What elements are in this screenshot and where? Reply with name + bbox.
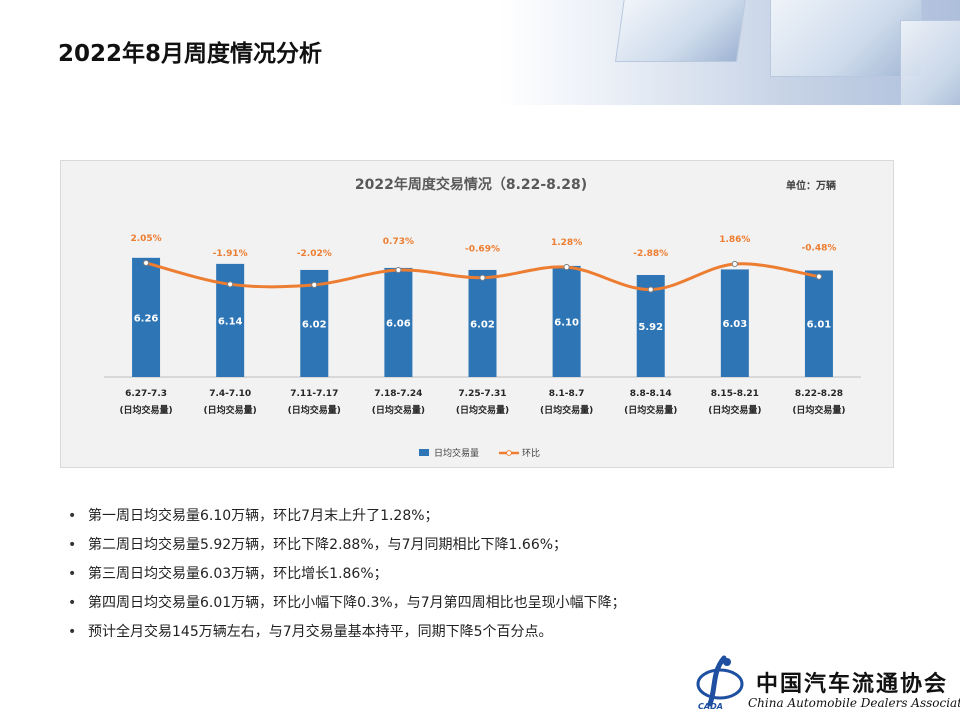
x-tick-sublabel: (日均交易量) <box>708 404 761 416</box>
line-value-label: -0.69% <box>465 245 500 255</box>
analysis-text: 第一周日均交易量6.10万辆，环比7月末上升了1.28%； <box>88 508 439 524</box>
bar <box>552 265 581 377</box>
x-tick-label: 7.11-7.17 <box>290 389 338 399</box>
cada-emblem-icon <box>696 655 744 707</box>
logo-name-en: China Automobile Dealers Association <box>748 696 960 710</box>
bar-value-label: 5.92 <box>638 322 663 333</box>
logo-name-cn: 中国汽车流通协会 <box>756 671 949 697</box>
x-tick-label: 8.15-8.21 <box>711 389 759 399</box>
chart-title: 2022年周度交易情况（8.22-8.28) <box>355 176 587 193</box>
bar-value-label: 6.02 <box>302 319 327 330</box>
analysis-item: • 第二周日均交易量5.92万辆，环比下降2.88%，与7月同期相比下降1.66%… <box>68 533 888 562</box>
bullet-dot: • <box>68 566 77 582</box>
bar-value-label: 6.02 <box>470 319 495 330</box>
bar-value-label: 6.26 <box>134 313 159 324</box>
analysis-item: • 预计全月交易145万辆左右，与7月交易量基本持平，同期下降5个百分点。 <box>68 620 888 649</box>
analysis-item: • 第一周日均交易量6.10万辆，环比7月末上升了1.28%； <box>68 504 888 533</box>
line-value-label: 2.05% <box>130 234 161 244</box>
bar <box>384 267 413 377</box>
bar <box>804 270 833 377</box>
x-tick-label: 7.4-7.10 <box>209 389 251 399</box>
x-tick-label: 8.8-8.14 <box>630 389 672 399</box>
analysis-text: 第二周日均交易量5.92万辆，环比下降2.88%，与7月同期相比下降1.66%； <box>88 537 568 553</box>
x-tick-label: 8.1-8.7 <box>549 389 585 399</box>
logo-abbr: CADA <box>698 702 723 711</box>
bar-value-label: 6.14 <box>218 316 243 327</box>
x-tick-label: 8.22-8.28 <box>795 389 843 399</box>
bar-value-label: 6.01 <box>807 320 832 331</box>
decorative-cube <box>900 20 960 105</box>
analysis-item: • 第四周日均交易量6.01万辆，环比小幅下降0.3%，与7月第四周相比也呈现小幅… <box>68 591 888 620</box>
analysis-text: 第三周日均交易量6.03万辆，环比增长1.86%； <box>88 566 388 582</box>
x-tick-sublabel: (日均交易量) <box>288 404 341 416</box>
line-value-label: 1.86% <box>719 235 750 245</box>
legend-bar-label: 日均交易量 <box>434 447 479 459</box>
x-tick-sublabel: (日均交易量) <box>372 404 425 416</box>
bullet-dot: • <box>68 595 77 611</box>
bar <box>720 269 749 377</box>
decorative-cube <box>614 0 748 62</box>
bullet-dot: • <box>68 537 77 553</box>
line-value-label: -1.91% <box>213 249 248 259</box>
line-value-label: -2.88% <box>633 249 668 259</box>
x-tick-sublabel: (日均交易量) <box>204 404 257 416</box>
analysis-list: • 第一周日均交易量6.10万辆，环比7月末上升了1.28%； • 第二周日均交易量… <box>68 504 888 649</box>
bullet-dot: • <box>68 508 77 524</box>
x-tick-sublabel: (日均交易量) <box>456 404 509 416</box>
line-value-label: -2.02% <box>297 249 332 259</box>
line-value-label: -0.48% <box>801 244 836 254</box>
line-point <box>647 286 654 293</box>
weekly-trade-chart: 2022年周度交易情况（8.22-8.28) 单位：万辆 6.26 6.27-7.3 (… <box>104 176 861 459</box>
legend-line-marker <box>506 450 512 456</box>
line-point <box>731 260 738 268</box>
cada-logo: CADA 中国汽车流通协会 China Automobile Dealers A… <box>694 654 960 720</box>
bullet-dot: • <box>68 624 77 640</box>
analysis-text: 预计全月交易145万辆左右，与7月交易量基本持平，同期下降5个百分点。 <box>88 624 553 640</box>
header-banner: 2022年8月周度情况分析 <box>0 0 960 105</box>
bar <box>468 269 497 377</box>
bar <box>132 257 161 377</box>
page-title: 2022年8月周度情况分析 <box>58 41 323 67</box>
legend-line-label: 环比 <box>522 447 540 459</box>
bar-value-label: 6.06 <box>386 318 411 329</box>
legend-bar-swatch <box>419 449 429 456</box>
x-tick-sublabel: (日均交易量) <box>624 404 677 416</box>
analysis-text: 第四周日均交易量6.01万辆，环比小幅下降0.3%，与7月第四周相比也呈现小幅下… <box>88 595 626 611</box>
analysis-item: • 第三周日均交易量6.03万辆，环比增长1.86%； <box>68 562 888 591</box>
line-point <box>142 259 150 267</box>
line-point <box>395 266 402 274</box>
line-point <box>227 281 234 288</box>
chart-panel: 2022年周度交易情况（8.22-8.28) 单位：万辆 6.26 6.27-7.3 (… <box>60 160 894 468</box>
line-value-label: 1.28% <box>551 238 582 248</box>
x-tick-sublabel: (日均交易量) <box>119 404 172 416</box>
line-point <box>815 273 823 280</box>
x-tick-sublabel: (日均交易量) <box>540 404 593 416</box>
bar-value-label: 6.03 <box>722 319 747 330</box>
chart-unit-label: 单位：万辆 <box>786 179 836 192</box>
x-tick-sublabel: (日均交易量) <box>792 404 845 416</box>
x-tick-label: 7.25-7.31 <box>458 389 506 399</box>
line-point <box>311 281 318 289</box>
line-point <box>479 274 486 281</box>
decorative-cube <box>770 0 922 77</box>
x-tick-label: 6.27-7.3 <box>125 389 167 399</box>
line-value-label: 0.73% <box>383 237 414 247</box>
line-point <box>563 263 570 271</box>
x-tick-label: 7.18-7.24 <box>374 389 422 399</box>
bar-value-label: 6.10 <box>554 317 579 328</box>
